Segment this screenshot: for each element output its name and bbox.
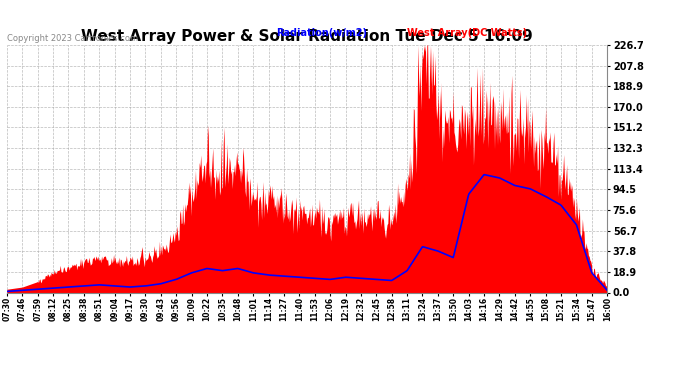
Text: Copyright 2023 Cartronics.com: Copyright 2023 Cartronics.com bbox=[7, 34, 138, 43]
Title: West Array Power & Solar Radiation Tue Dec 5 16:09: West Array Power & Solar Radiation Tue D… bbox=[81, 29, 533, 44]
Text: West Array(DC Watts): West Array(DC Watts) bbox=[407, 28, 527, 38]
Text: Radiation(w/m2): Radiation(w/m2) bbox=[276, 28, 367, 38]
